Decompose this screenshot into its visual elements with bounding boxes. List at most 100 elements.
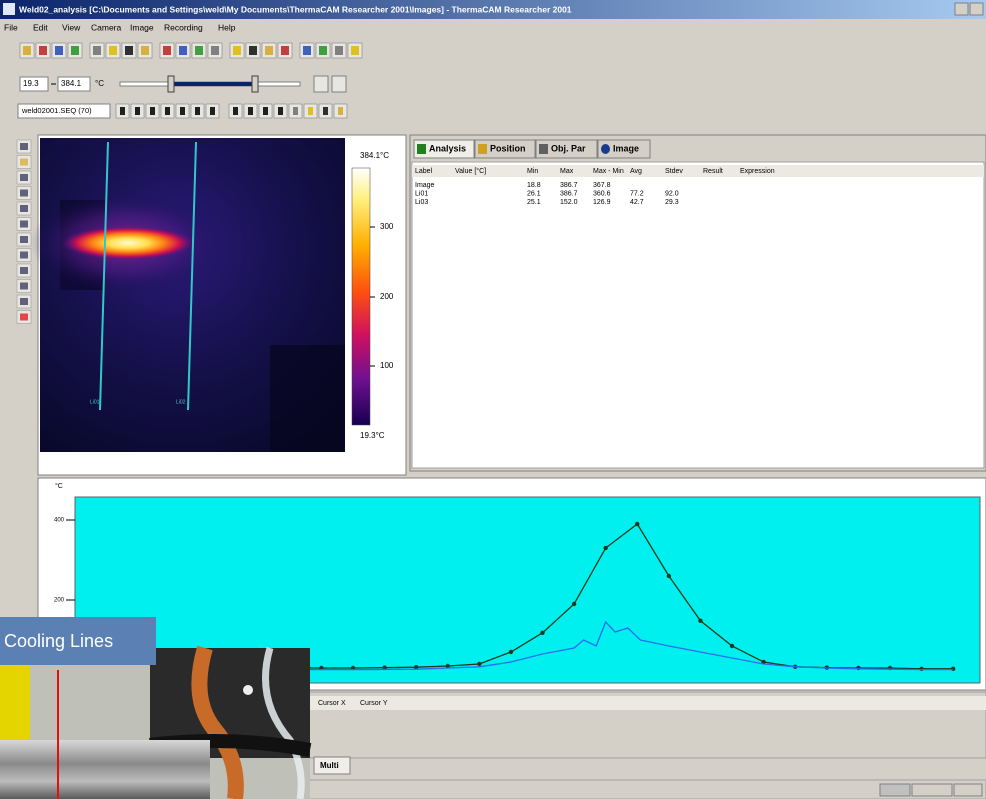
column-header[interactable]: Min — [527, 168, 538, 175]
status-cell — [880, 784, 910, 796]
page: ThermaCAM Researcher html, body { margin… — [0, 0, 986, 799]
menu-item[interactable]: Help — [218, 22, 236, 32]
toolbar-icon — [249, 46, 257, 55]
column-header[interactable]: Expression — [740, 168, 775, 175]
bottom-tab-label[interactable]: Multi — [320, 761, 339, 770]
toolbar-icon — [109, 46, 117, 55]
tool-icon — [20, 221, 28, 228]
tab-icon — [417, 144, 426, 154]
profile-marker — [540, 631, 544, 635]
toolbar-icon — [265, 46, 273, 55]
overlay-label: Cooling Lines — [4, 631, 113, 651]
color-scale — [352, 168, 370, 425]
menu-item[interactable]: View — [62, 22, 81, 32]
cursor-column[interactable]: Cursor X — [318, 700, 346, 707]
table-cell: 152.0 — [560, 199, 578, 206]
column-header[interactable]: Stdev — [665, 168, 683, 175]
toolbar-icon — [351, 46, 359, 55]
menu-item[interactable]: Recording — [164, 22, 203, 32]
table-cell: 386.7 — [560, 182, 578, 189]
column-header[interactable]: Max - Min — [593, 168, 624, 175]
playback-icon — [135, 107, 140, 115]
playback-icon — [263, 107, 268, 115]
toolbar-icon — [71, 46, 79, 55]
menu-item[interactable]: Camera — [91, 22, 122, 32]
table-cell: Image — [415, 182, 435, 189]
column-header[interactable]: Max — [560, 168, 574, 175]
tab-label[interactable]: Image — [613, 143, 639, 153]
range-slider-thumb[interactable] — [252, 76, 258, 92]
maximize-button[interactable] — [970, 3, 983, 15]
tool-icon — [20, 252, 28, 259]
toolbar-icon — [55, 46, 63, 55]
status-cell — [954, 784, 982, 796]
range-slider-thumb[interactable] — [168, 76, 174, 92]
toolbar-icon — [303, 46, 311, 55]
range-max: 384.1 — [61, 79, 82, 88]
tab-label[interactable]: Obj. Par — [551, 143, 586, 153]
menu-item[interactable]: File — [4, 22, 18, 32]
playback-icon — [308, 107, 313, 115]
cursor-column[interactable]: Cursor Y — [360, 700, 388, 707]
range-min: 19.3 — [23, 79, 39, 88]
tool-icon — [20, 267, 28, 274]
tool-icon — [20, 143, 28, 150]
toolbar-icon — [163, 46, 171, 55]
table-cell: 29.3 — [665, 199, 679, 206]
tool-icon — [20, 190, 28, 197]
toolbar-button[interactable] — [332, 76, 346, 92]
tool-icon — [20, 174, 28, 181]
y-unit: °C — [55, 482, 63, 490]
toolbar-icon — [281, 46, 289, 55]
playback-icon — [323, 107, 328, 115]
column-header[interactable]: Label — [415, 168, 433, 175]
profile-marker — [730, 644, 734, 648]
range-unit: °C — [95, 79, 104, 88]
profile-marker — [572, 602, 576, 606]
toolbar-icon — [125, 46, 133, 55]
window-title: Weld02_analysis [C:\Documents and Settin… — [19, 4, 572, 14]
status-cell — [912, 784, 952, 796]
table-cell: Li03 — [415, 199, 428, 206]
playback-icon — [120, 107, 125, 115]
table-cell: 77.2 — [630, 190, 644, 197]
profile-marker — [667, 574, 671, 578]
playback-icon — [293, 107, 298, 115]
table-cell: 126.9 — [593, 199, 611, 206]
column-header[interactable]: Result — [703, 168, 723, 175]
tab-label[interactable]: Analysis — [429, 143, 466, 153]
tab-icon — [601, 144, 610, 154]
playback-icon — [150, 107, 155, 115]
profile-marker — [635, 522, 639, 526]
profile-marker — [477, 662, 481, 666]
tool-icon — [20, 283, 28, 290]
scale-min: 19.3°C — [360, 431, 385, 440]
toolbar-icon — [179, 46, 187, 55]
table-cell: 42.7 — [630, 199, 644, 206]
toolbar-icon — [39, 46, 47, 55]
toolbar-icon — [195, 46, 203, 55]
column-header[interactable]: Avg — [630, 168, 642, 175]
toolbar-button[interactable] — [314, 76, 328, 92]
playback-icon — [210, 107, 215, 115]
file-name: weld02001.SEQ (70) — [21, 106, 92, 115]
menu-item[interactable]: Image — [130, 22, 154, 32]
table-cell: 360.6 — [593, 190, 611, 197]
y-tick-label: 400 — [54, 518, 65, 524]
column-header[interactable]: Value [°C] — [455, 167, 486, 175]
menu-item[interactable]: Edit — [33, 22, 48, 32]
table-cell: 367.8 — [593, 182, 611, 189]
scale-tick-label: 100 — [380, 361, 394, 370]
table-cell: 18.8 — [527, 182, 541, 189]
toolbar-icon — [141, 46, 149, 55]
profile-marker — [698, 619, 702, 623]
body: { "title_bar": {"title": "Weld02_analysi… — [0, 0, 986, 799]
tab-label[interactable]: Position — [490, 143, 526, 153]
screen: Weld02_analysis [C:\Documents and Settin… — [0, 0, 986, 799]
playback-icon — [278, 107, 283, 115]
playback-icon — [233, 107, 238, 115]
playback-icon — [248, 107, 253, 115]
minimize-button[interactable] — [955, 3, 968, 15]
tool-icon — [20, 205, 28, 212]
tab-icon — [478, 144, 487, 154]
